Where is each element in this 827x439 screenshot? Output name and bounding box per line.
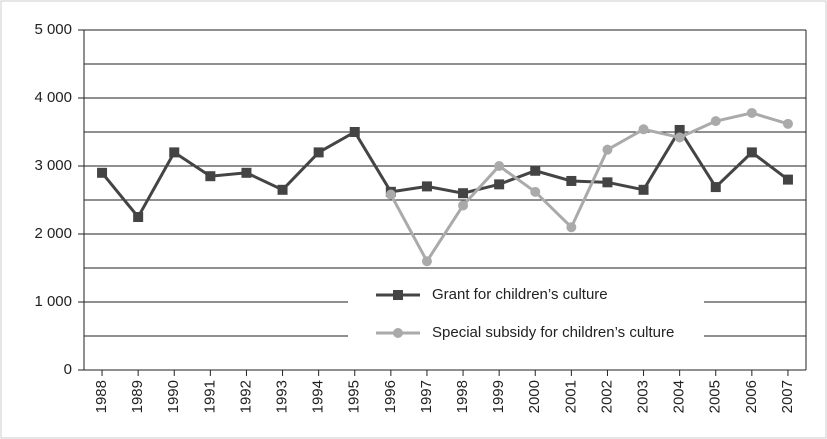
y-tick-label: 3 000 <box>34 157 72 174</box>
point <box>638 184 649 195</box>
point <box>746 107 757 118</box>
x-tick-label: 1997 <box>418 380 435 413</box>
x-tick-label: 1991 <box>201 380 218 413</box>
y-tick-label: 0 <box>64 361 72 378</box>
point <box>458 200 469 211</box>
x-tick-label: 1998 <box>454 380 471 413</box>
x-tick-label: 2004 <box>671 380 688 413</box>
point <box>494 161 505 171</box>
x-tick-label: 2005 <box>707 380 724 413</box>
y-tick-label: 5 000 <box>34 21 72 38</box>
point <box>530 186 541 197</box>
x-tick-label: 1993 <box>274 380 291 413</box>
x-tick-label: 2006 <box>743 380 760 413</box>
point <box>169 147 180 158</box>
y-tick-label: 4 000 <box>34 89 72 106</box>
point <box>205 171 216 182</box>
point <box>494 179 505 190</box>
point <box>241 167 252 178</box>
series-line <box>389 111 789 265</box>
x-tick-label: 1999 <box>490 380 507 413</box>
legend-label: Grant for children’s culture <box>432 286 608 303</box>
x-tick-label: 2003 <box>635 380 652 413</box>
point <box>458 188 469 199</box>
point <box>97 167 108 178</box>
x-tick-label: 1988 <box>93 380 110 413</box>
point <box>530 165 541 176</box>
legend-label: Special subsidy for children’s culture <box>432 324 674 341</box>
point <box>313 147 324 158</box>
point <box>782 118 793 129</box>
point <box>566 175 577 186</box>
y-tick-label: 1 000 <box>34 293 72 310</box>
legend-box <box>348 278 704 352</box>
y-tick-label: 2 000 <box>34 225 72 242</box>
point <box>710 116 721 127</box>
x-tick-label: 1994 <box>310 380 327 413</box>
point <box>782 174 793 185</box>
point <box>746 147 757 158</box>
point <box>674 132 685 143</box>
legend-marker <box>393 290 403 300</box>
x-tick-label: 1992 <box>237 380 254 413</box>
point <box>349 127 360 137</box>
x-tick-label: 1989 <box>129 380 146 413</box>
legend-marker <box>393 328 403 338</box>
x-tick-label: 2007 <box>779 380 796 413</box>
x-tick-label: 1996 <box>382 380 399 413</box>
point <box>710 182 721 193</box>
point <box>602 177 613 188</box>
series-line <box>100 127 789 220</box>
point <box>385 189 396 200</box>
point <box>421 256 432 267</box>
point <box>421 181 432 192</box>
point <box>674 124 685 135</box>
x-tick-label: 2001 <box>562 380 579 413</box>
point <box>566 222 577 233</box>
point <box>638 124 649 135</box>
point <box>133 212 144 222</box>
point <box>602 144 613 155</box>
point <box>277 184 288 195</box>
x-tick-label: 1995 <box>346 380 363 413</box>
x-tick-label: 1990 <box>165 380 182 413</box>
x-tick-label: 2000 <box>526 380 543 413</box>
legend: Grant for children’s culture Special subs… <box>348 278 704 352</box>
x-tick-label: 2002 <box>598 380 615 413</box>
